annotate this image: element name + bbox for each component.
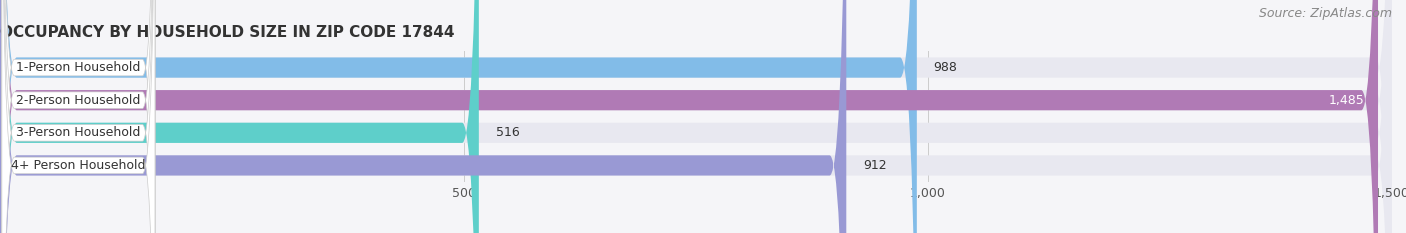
Text: 4+ Person Household: 4+ Person Household [11,159,146,172]
Text: OCCUPANCY BY HOUSEHOLD SIZE IN ZIP CODE 17844: OCCUPANCY BY HOUSEHOLD SIZE IN ZIP CODE … [0,25,454,40]
FancyBboxPatch shape [0,0,479,233]
FancyBboxPatch shape [1,0,155,233]
Text: 3-Person Household: 3-Person Household [17,126,141,139]
FancyBboxPatch shape [1,0,155,233]
Text: 1,485: 1,485 [1329,94,1364,107]
FancyBboxPatch shape [1,0,155,233]
Text: 1-Person Household: 1-Person Household [17,61,141,74]
FancyBboxPatch shape [1,0,155,233]
FancyBboxPatch shape [0,0,846,233]
Text: 516: 516 [495,126,519,139]
Text: 2-Person Household: 2-Person Household [17,94,141,107]
Text: 988: 988 [934,61,957,74]
FancyBboxPatch shape [0,0,917,233]
Text: Source: ZipAtlas.com: Source: ZipAtlas.com [1258,7,1392,20]
Text: 912: 912 [863,159,887,172]
